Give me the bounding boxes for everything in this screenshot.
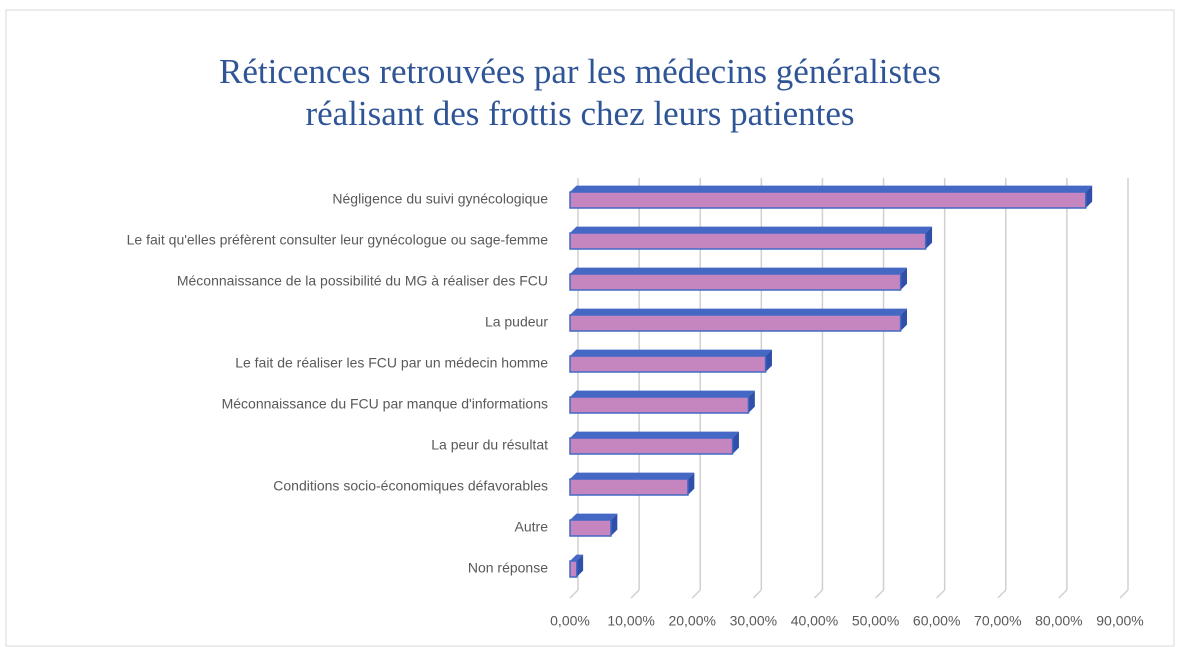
y-tick-label: Le fait de réaliser les FCU par un médec… <box>235 355 548 371</box>
y-tick-label: Conditions socio-économiques défavorable… <box>273 478 548 494</box>
bar <box>569 431 739 455</box>
grid-floor <box>630 589 640 599</box>
bar-side <box>687 472 695 495</box>
bar-top <box>570 472 695 479</box>
bar <box>569 185 1093 209</box>
x-tick-label: 60,00% <box>913 613 960 629</box>
bar-side <box>1085 185 1093 208</box>
y-tick-label: Autre <box>515 519 549 535</box>
bar-front <box>569 437 734 455</box>
bar-front <box>569 232 927 250</box>
bar <box>569 472 695 496</box>
bar-side <box>900 308 908 331</box>
x-tick-label: 80,00% <box>1035 613 1082 629</box>
bar-front <box>569 396 750 414</box>
x-tick-label: 0,00% <box>550 613 590 629</box>
x-tick-label: 30,00% <box>730 613 777 629</box>
x-tick-label: 10,00% <box>607 613 654 629</box>
y-tick-label: Méconnaissance de la possibilité du MG à… <box>177 273 548 289</box>
x-tick-label: 40,00% <box>791 613 838 629</box>
grid-floor <box>813 589 823 599</box>
bar-top <box>570 431 739 438</box>
grid-floor <box>752 589 762 599</box>
y-tick-label: La pudeur <box>485 314 548 330</box>
grid-floor <box>936 589 946 599</box>
x-tick-label: 50,00% <box>852 613 899 629</box>
bar-side <box>925 226 933 249</box>
bar-side <box>610 513 618 536</box>
bar-top <box>570 513 618 520</box>
y-tick-label: Non réponse <box>468 560 548 576</box>
bar <box>569 226 933 250</box>
y-tick-label: Négligence du suivi gynécologique <box>332 191 548 207</box>
bar-side <box>748 390 755 413</box>
bar <box>569 308 908 332</box>
bar-side <box>765 349 772 372</box>
grid-floor <box>569 589 579 599</box>
grid-line <box>1119 178 1129 599</box>
bar-front <box>569 355 767 373</box>
y-tick-label: Méconnaissance du FCU par manque d'infor… <box>222 396 548 412</box>
grid-floor <box>1058 589 1068 599</box>
bar-top <box>570 185 1093 192</box>
bar <box>569 349 772 373</box>
grid-line <box>936 178 946 599</box>
bar-top <box>570 308 908 315</box>
bar-front <box>569 273 902 291</box>
grid-line <box>997 178 1007 599</box>
y-tick-label: Le fait qu'elles préfèrent consulter leu… <box>127 232 549 248</box>
bar <box>569 390 755 414</box>
bar-top <box>570 554 584 561</box>
grid-floor <box>875 589 885 599</box>
bar-front <box>569 560 578 578</box>
bar-front <box>569 478 689 496</box>
bar-top <box>570 390 755 397</box>
bar-top <box>570 349 772 356</box>
grid-floor <box>997 589 1007 599</box>
bar-top <box>570 267 908 274</box>
bar <box>569 513 618 537</box>
bar-front <box>569 191 1087 209</box>
bar-front <box>569 519 612 537</box>
bar <box>569 267 908 291</box>
grid-floor <box>691 589 701 599</box>
x-tick-label: 70,00% <box>974 613 1021 629</box>
bar <box>569 554 584 578</box>
y-tick-label: La peur du résultat <box>431 437 548 453</box>
bar-front <box>569 314 902 332</box>
x-tick-label: 90,00% <box>1096 613 1143 629</box>
bar-side <box>576 554 584 577</box>
grid-line <box>1058 178 1068 599</box>
bar-top <box>570 226 933 233</box>
bar-side <box>732 431 739 454</box>
chart-title: réalisant des frottis chez leurs patient… <box>305 94 854 133</box>
bar-side <box>900 267 908 290</box>
x-tick-label: 20,00% <box>668 613 715 629</box>
grid-floor <box>1119 589 1129 599</box>
chart-title: Réticences retrouvées par les médecins g… <box>219 52 941 91</box>
